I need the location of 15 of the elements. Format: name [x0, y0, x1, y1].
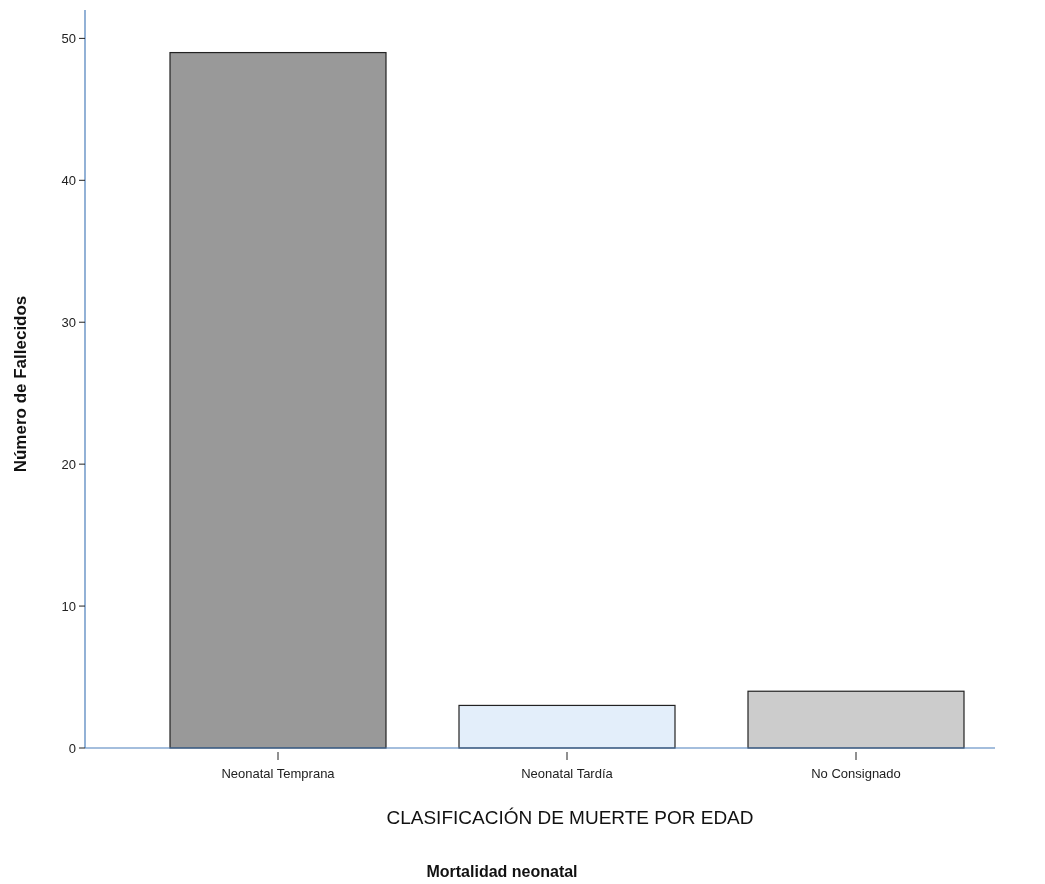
bar [458, 704, 676, 749]
y-tick-label: 10 [61, 598, 76, 614]
text: Mortalidad neonatal [426, 863, 578, 880]
y-tick-label: 30 [61, 314, 76, 330]
y-tick-label: 50 [61, 30, 76, 46]
bar [747, 690, 965, 749]
y-tick-label: 0 [68, 740, 76, 756]
x-axis-title: CLASIFICACIÓN DE MUERTE POR EDAD [386, 807, 754, 828]
y-tick-label: 40 [61, 172, 76, 188]
bar [169, 51, 387, 749]
x-tick-label: No Consignado [811, 766, 901, 781]
x-tick-label: Neonatal Tardía [521, 766, 614, 781]
y-tick-label: 20 [61, 456, 76, 472]
x-tick-label: Neonatal Temprana [221, 766, 336, 781]
y-axis-title: Número de Fallecidos [11, 295, 30, 473]
